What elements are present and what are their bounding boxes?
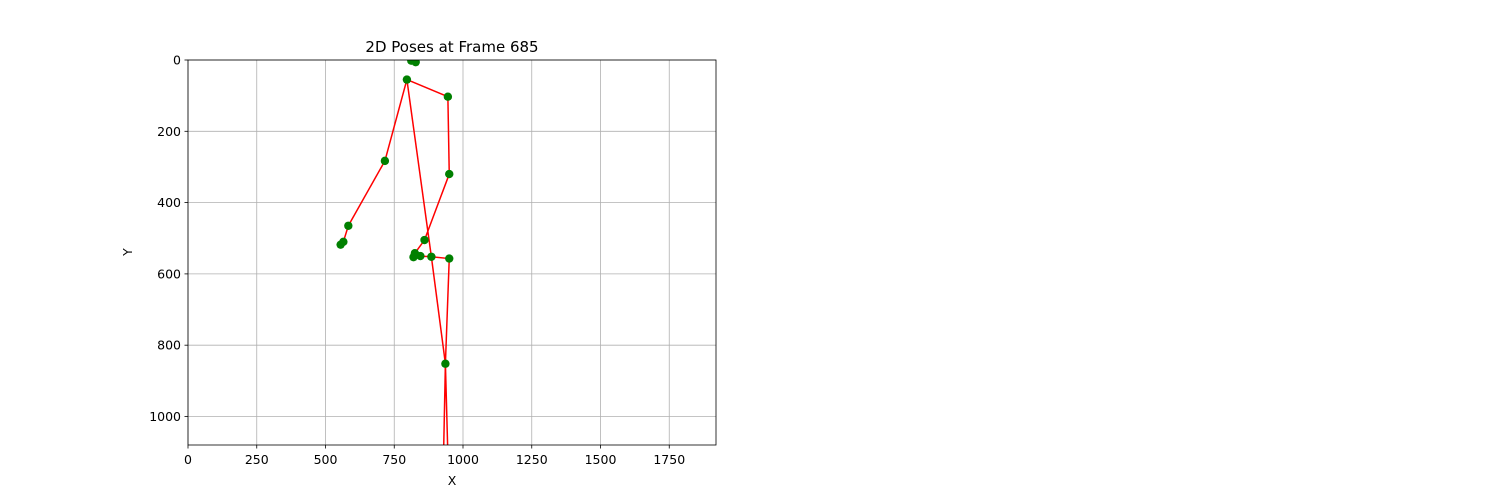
grid	[187, 59, 716, 445]
limb-line	[406, 78, 449, 98]
keypoint-marker	[416, 251, 425, 261]
keypoint-marker	[336, 240, 345, 249]
limb-line	[444, 258, 450, 364]
limb-line	[430, 256, 447, 364]
x-tick-label: 500	[314, 452, 338, 467]
keypoint-marker	[443, 92, 453, 101]
x-tick-label: 1250	[516, 452, 548, 467]
limb-line	[384, 79, 408, 162]
keypoint-marker	[420, 235, 429, 245]
keypoint-marker	[445, 254, 454, 263]
y-tick-label: 1000	[149, 409, 181, 424]
x-tick-label: 1750	[653, 452, 685, 467]
limb-line	[347, 160, 386, 227]
keypoint-markers	[336, 60, 454, 368]
limb-line	[406, 79, 433, 257]
keypoint-marker	[402, 75, 412, 84]
keypoint-marker	[344, 221, 353, 230]
y-axis-label: Y	[120, 248, 135, 257]
x-tick-label: 1000	[447, 452, 479, 467]
y-tick-label: 200	[157, 124, 181, 139]
x-tick-label: 1500	[585, 452, 617, 467]
limb-line	[447, 96, 450, 175]
x-tick-label: 250	[245, 452, 269, 467]
x-tick-label: 0	[184, 452, 192, 467]
keypoint-marker	[409, 252, 418, 262]
axis-ticks: 0 250 500 750 1000 1250 1500 1750 0 200 400 600 800 1…	[149, 53, 685, 468]
plot-frame	[187, 59, 717, 446]
limb-line	[444, 363, 449, 445]
y-tick-label: 600	[157, 266, 181, 281]
chart-title: 2D Poses at Frame 685	[365, 38, 538, 56]
y-tick-label: 0	[173, 53, 181, 68]
keypoint-marker	[411, 60, 420, 67]
keypoint-marker	[380, 156, 390, 166]
limb-lines	[340, 78, 450, 445]
keypoint-marker	[445, 169, 454, 179]
x-axis-label: X	[448, 473, 457, 488]
keypoint-marker	[427, 252, 436, 261]
x-tick-label: 750	[382, 452, 406, 467]
y-tick-label: 800	[157, 338, 181, 353]
limb-line	[423, 173, 450, 241]
y-tick-label: 400	[157, 195, 181, 210]
keypoint-marker	[441, 359, 450, 368]
